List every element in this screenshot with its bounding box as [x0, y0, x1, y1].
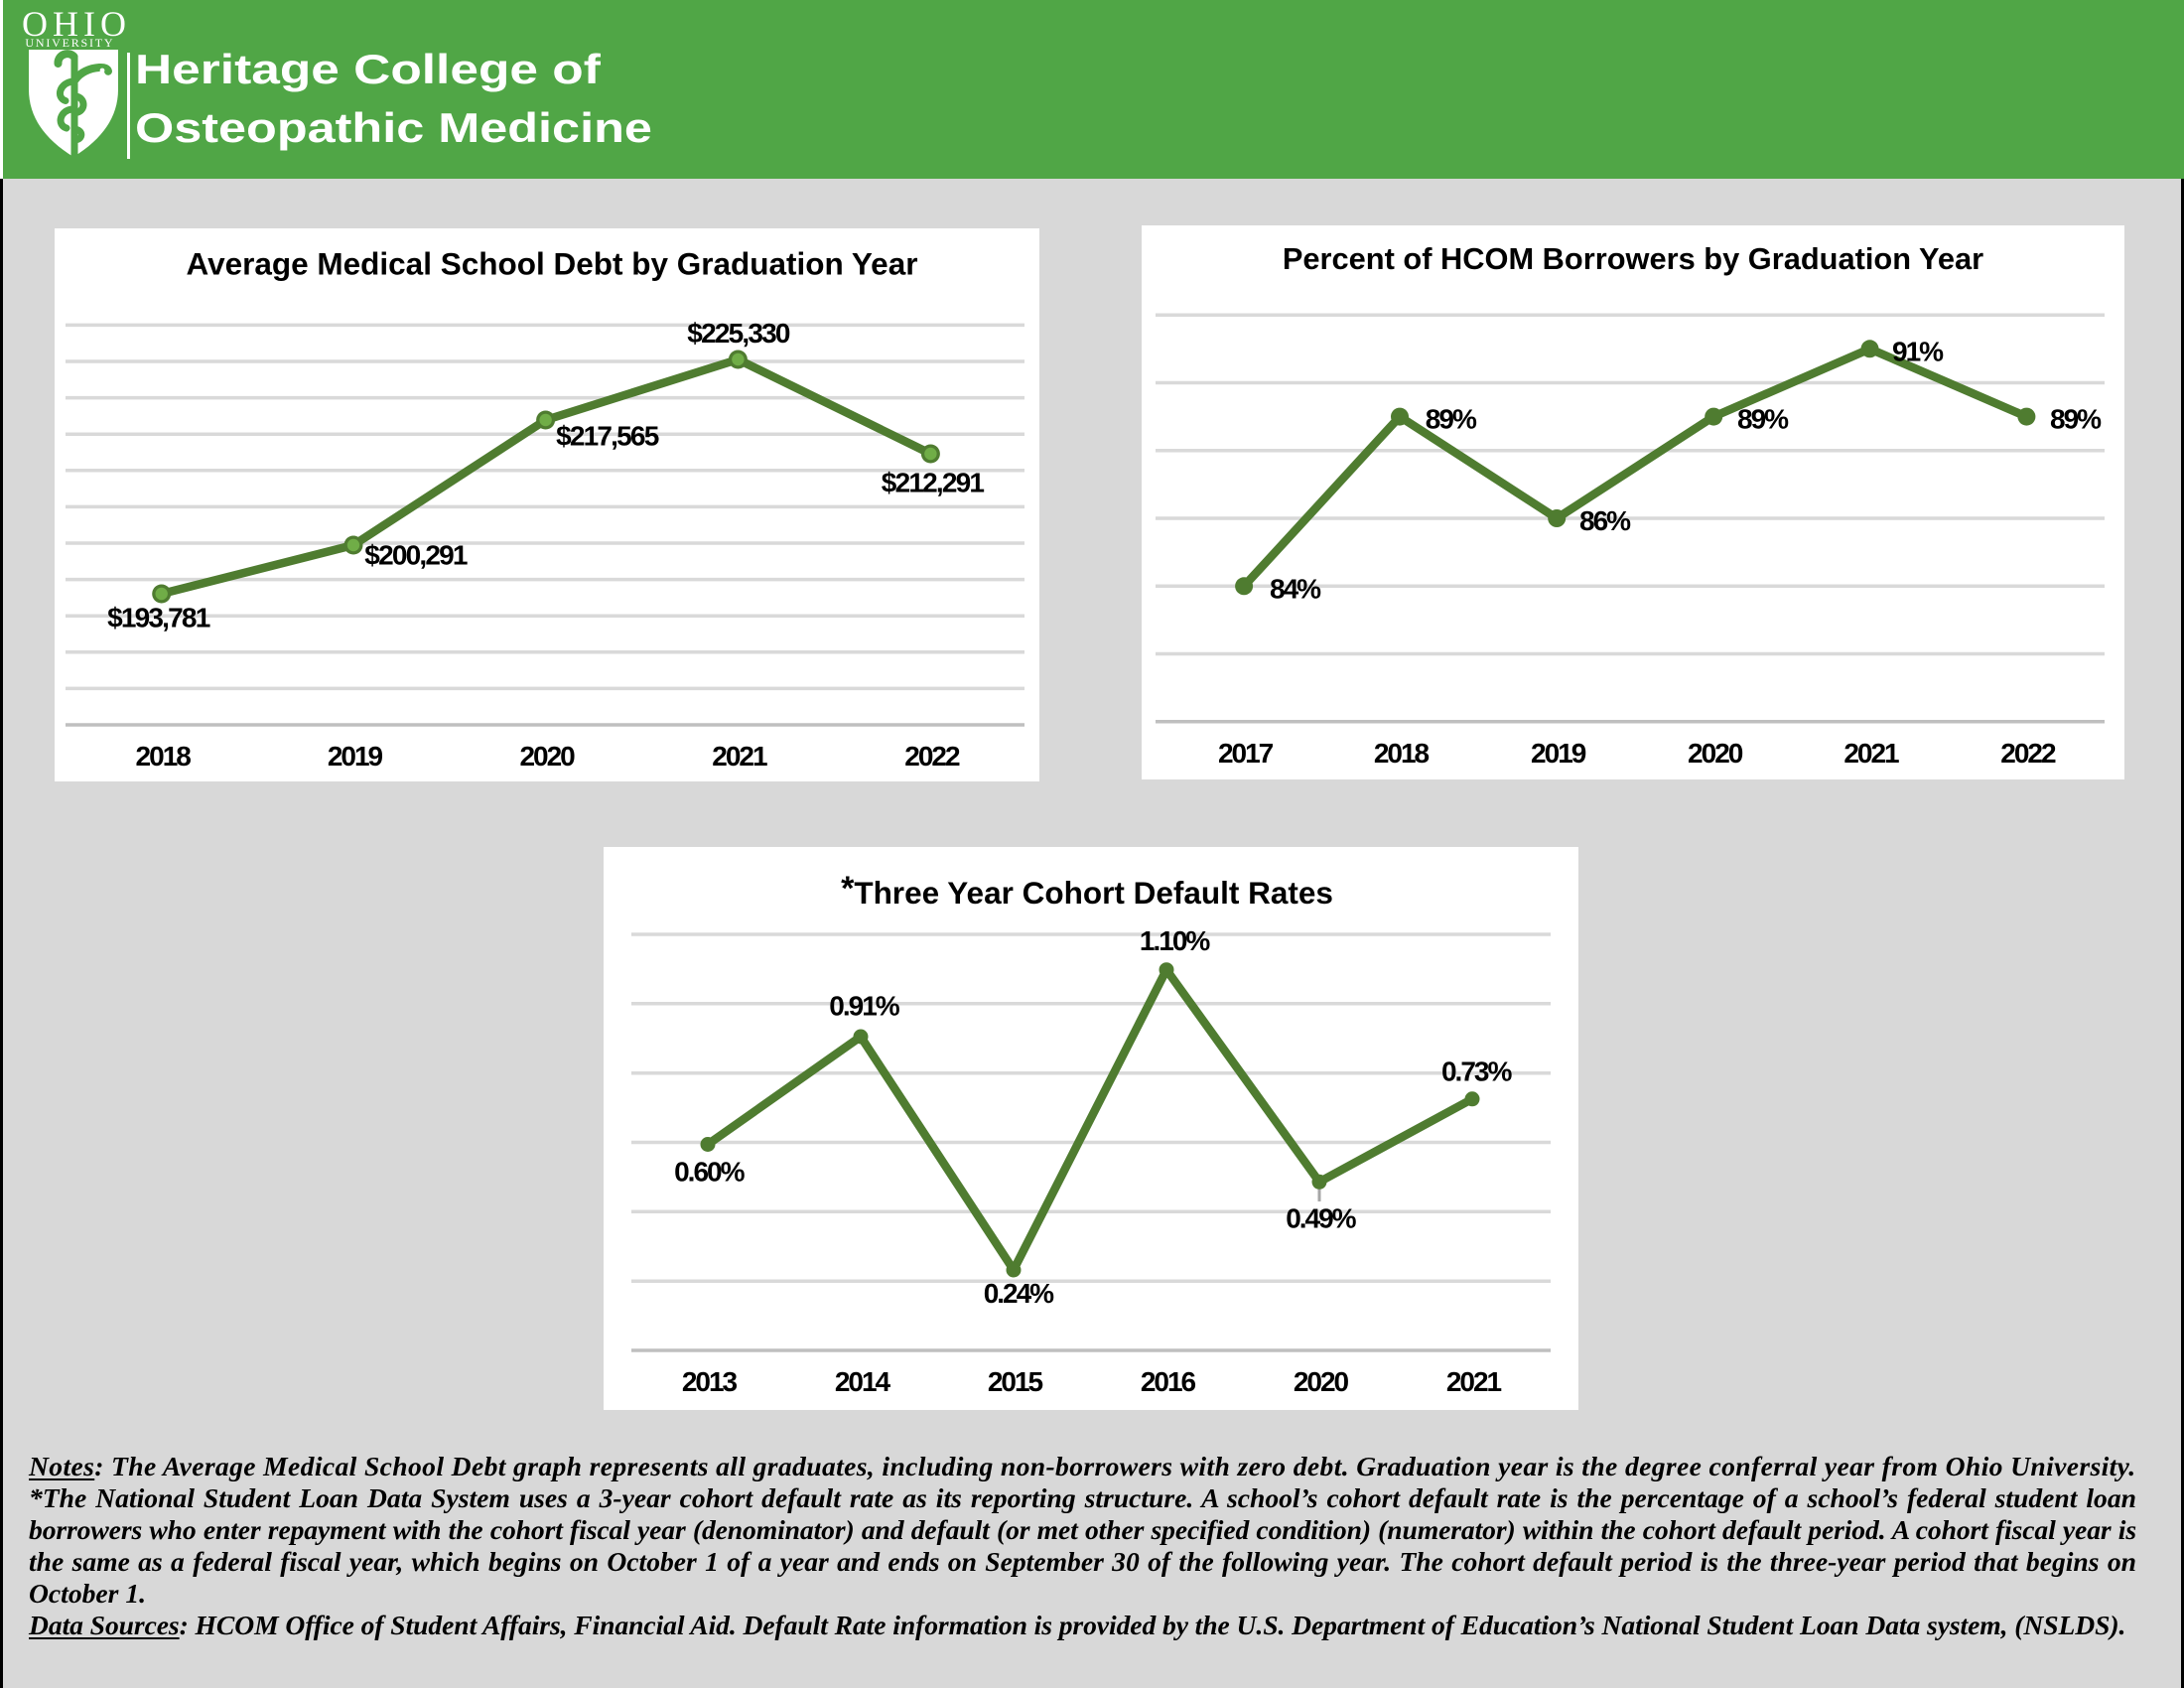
svg-text:0.49%: 0.49%	[1286, 1203, 1356, 1234]
svg-text:2019: 2019	[1531, 738, 1586, 769]
svg-text:89%: 89%	[1426, 404, 1477, 435]
svg-text:2020: 2020	[519, 741, 575, 772]
svg-text:2017: 2017	[1218, 738, 1274, 769]
svg-text:2016: 2016	[1141, 1366, 1196, 1397]
svg-text:2018: 2018	[136, 741, 192, 772]
svg-text:2018: 2018	[1374, 738, 1430, 769]
svg-text:2021: 2021	[1843, 738, 1899, 769]
svg-text:*Three Year Cohort Default Rat: *Three Year Cohort Default Rates	[841, 870, 1333, 911]
svg-text:$217,565: $217,565	[556, 421, 659, 452]
svg-text:84%: 84%	[1270, 573, 1321, 604]
svg-text:$193,781: $193,781	[107, 603, 210, 633]
svg-text:86%: 86%	[1579, 505, 1631, 536]
svg-text:2020: 2020	[1294, 1366, 1349, 1397]
svg-text:0.73%: 0.73%	[1441, 1055, 1512, 1086]
svg-text:91%: 91%	[1892, 336, 1944, 366]
svg-text:Percent of HCOM Borrowers by G: Percent of HCOM Borrowers by Graduation …	[1283, 241, 1983, 276]
svg-text:2022: 2022	[2000, 738, 2056, 769]
svg-text:$200,291: $200,291	[364, 540, 468, 571]
svg-text:2019: 2019	[328, 741, 383, 772]
svg-text:1.10%: 1.10%	[1140, 925, 1210, 956]
svg-text:$225,330: $225,330	[687, 318, 790, 349]
svg-text:0.91%: 0.91%	[829, 991, 899, 1022]
svg-text:2020: 2020	[1688, 738, 1743, 769]
svg-text:2021: 2021	[1446, 1366, 1502, 1397]
svg-text:2022: 2022	[904, 741, 960, 772]
svg-text:2015: 2015	[988, 1366, 1043, 1397]
svg-text:2021: 2021	[712, 741, 767, 772]
svg-text:$212,291: $212,291	[882, 467, 985, 497]
svg-text:0.24%: 0.24%	[984, 1278, 1054, 1309]
svg-text:0.60%: 0.60%	[674, 1157, 745, 1188]
svg-text:Average Medical School Debt by: Average Medical School Debt by Graduatio…	[187, 246, 918, 282]
svg-text:2013: 2013	[682, 1366, 738, 1397]
svg-text:89%: 89%	[1737, 404, 1789, 435]
svg-text:89%: 89%	[2050, 404, 2102, 435]
svg-text:2014: 2014	[835, 1366, 891, 1397]
